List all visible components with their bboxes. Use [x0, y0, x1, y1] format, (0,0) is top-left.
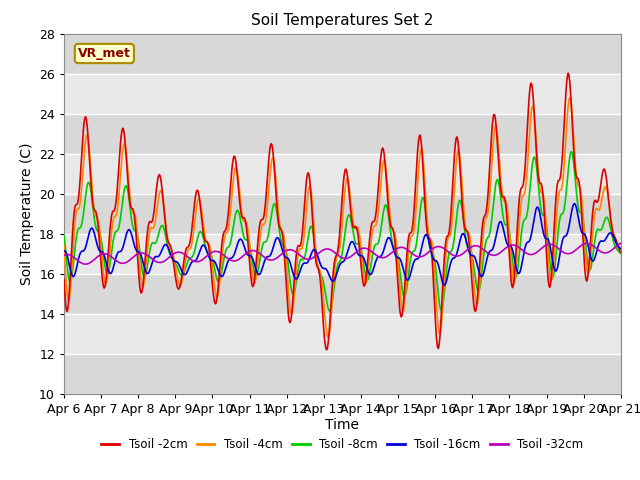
Tsoil -16cm	[617, 246, 625, 252]
Tsoil -32cm	[82, 261, 90, 267]
Tsoil -8cm	[444, 259, 451, 264]
Tsoil -8cm	[182, 263, 190, 269]
Bar	[64, 274, 621, 313]
Tsoil -16cm	[388, 240, 396, 246]
Tsoil -2cm	[389, 226, 397, 231]
Tsoil -4cm	[324, 335, 332, 340]
Tsoil -32cm	[183, 253, 191, 259]
Tsoil -8cm	[60, 233, 68, 239]
Tsoil -16cm	[182, 271, 190, 276]
Tsoil -4cm	[444, 238, 451, 243]
Tsoil -4cm	[60, 243, 68, 249]
Tsoil -32cm	[617, 240, 625, 246]
Bar	[64, 114, 621, 154]
Bar	[64, 73, 621, 114]
Tsoil -2cm	[617, 249, 625, 255]
Line: Tsoil -16cm: Tsoil -16cm	[64, 204, 621, 285]
Tsoil -8cm	[206, 252, 214, 257]
Tsoil -8cm	[566, 150, 574, 156]
Tsoil -16cm	[334, 268, 342, 274]
Line: Tsoil -4cm: Tsoil -4cm	[64, 97, 621, 337]
Y-axis label: Soil Temperature (C): Soil Temperature (C)	[20, 143, 33, 285]
Tsoil -2cm	[182, 246, 190, 252]
Tsoil -16cm	[571, 201, 579, 206]
Tsoil -2cm	[206, 256, 214, 262]
Tsoil -2cm	[568, 102, 575, 108]
Tsoil -32cm	[335, 252, 342, 258]
Bar	[64, 34, 621, 73]
Tsoil -4cm	[389, 228, 397, 233]
Tsoil -32cm	[207, 250, 215, 256]
Tsoil -2cm	[323, 347, 331, 352]
Line: Tsoil -32cm: Tsoil -32cm	[64, 243, 621, 264]
Line: Tsoil -2cm: Tsoil -2cm	[64, 73, 621, 349]
Tsoil -8cm	[568, 149, 575, 155]
Bar	[64, 313, 621, 354]
Tsoil -32cm	[60, 252, 68, 258]
Tsoil -16cm	[566, 215, 574, 220]
Tsoil -4cm	[617, 246, 625, 252]
Tsoil -32cm	[389, 249, 397, 255]
X-axis label: Time: Time	[325, 419, 360, 432]
Tsoil -8cm	[326, 308, 334, 314]
Tsoil -4cm	[335, 251, 342, 256]
Tsoil -2cm	[60, 276, 68, 282]
Title: Soil Temperatures Set 2: Soil Temperatures Set 2	[252, 13, 433, 28]
Text: VR_met: VR_met	[78, 47, 131, 60]
Tsoil -4cm	[206, 245, 214, 251]
Tsoil -8cm	[389, 241, 397, 247]
Tsoil -4cm	[568, 102, 575, 108]
Tsoil -16cm	[441, 282, 449, 288]
Legend: Tsoil -2cm, Tsoil -4cm, Tsoil -8cm, Tsoil -16cm, Tsoil -32cm: Tsoil -2cm, Tsoil -4cm, Tsoil -8cm, Tsoi…	[97, 433, 588, 456]
Bar	[64, 234, 621, 274]
Bar	[64, 154, 621, 193]
Tsoil -8cm	[335, 260, 342, 266]
Tsoil -16cm	[206, 256, 214, 262]
Tsoil -2cm	[335, 242, 342, 248]
Tsoil -32cm	[444, 249, 451, 254]
Bar	[64, 354, 621, 394]
Tsoil -8cm	[617, 251, 625, 256]
Tsoil -4cm	[182, 254, 190, 260]
Tsoil -16cm	[444, 274, 451, 279]
Bar	[64, 193, 621, 234]
Tsoil -2cm	[564, 71, 572, 76]
Tsoil -2cm	[444, 233, 451, 239]
Tsoil -32cm	[566, 251, 574, 256]
Tsoil -16cm	[60, 248, 68, 253]
Line: Tsoil -8cm: Tsoil -8cm	[64, 152, 621, 311]
Tsoil -4cm	[566, 95, 573, 100]
